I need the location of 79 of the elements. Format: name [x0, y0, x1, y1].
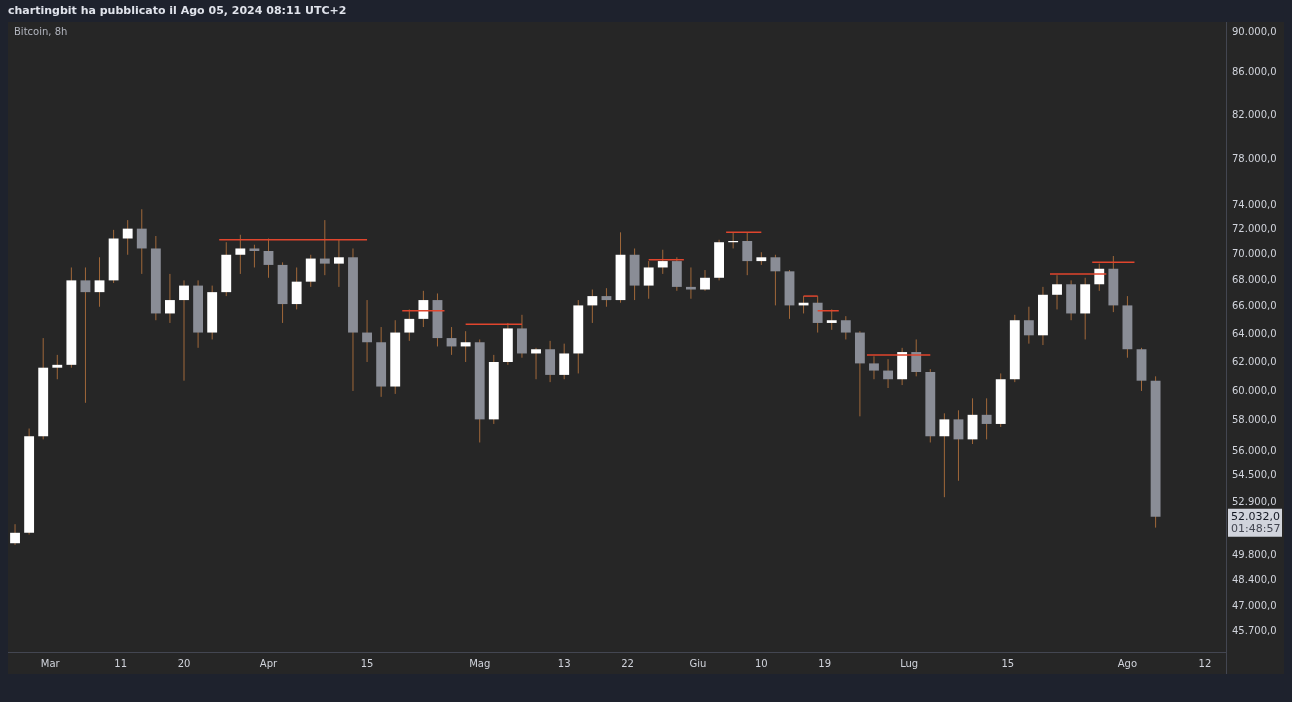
x-tick-label: Giu: [689, 657, 707, 669]
y-tick-label: 72.000,0: [1232, 223, 1277, 235]
candlestick: [911, 338, 922, 377]
x-tick-label: Lug: [900, 657, 919, 669]
y-tick-label: 54.500,0: [1232, 469, 1277, 481]
candlestick: [404, 308, 415, 342]
candlestick: [883, 358, 893, 389]
candlestick: [869, 355, 879, 380]
candlestick: [179, 279, 189, 382]
y-tick-label: 78.000,0: [1232, 152, 1277, 164]
candlestick: [249, 244, 260, 268]
candlestick: [1052, 274, 1062, 310]
candlestick: [333, 239, 344, 288]
x-tick-label: 12: [1198, 657, 1212, 669]
candlestick: [700, 269, 710, 292]
candlestick: [953, 409, 964, 482]
candlestick: [418, 290, 429, 328]
x-tick-label: 15: [360, 657, 374, 669]
candlestick: [531, 347, 541, 380]
y-tick-label: 64.000,0: [1232, 327, 1277, 339]
candlestick: [1023, 306, 1034, 345]
candlestick: [362, 299, 372, 363]
candlestick: [742, 231, 753, 276]
candlestick: [305, 254, 316, 288]
x-tick-label: Mag: [469, 657, 491, 669]
candlestick: [122, 219, 133, 256]
y-tick-label: 45.700,0: [1232, 625, 1277, 637]
candlestick: [136, 208, 147, 275]
x-tick-label: 19: [818, 657, 832, 669]
candlestick: [80, 266, 91, 404]
x-tick-label: 11: [114, 657, 128, 669]
y-tick-label: 58.000,0: [1232, 414, 1277, 426]
candlestick: [10, 523, 20, 546]
y-tick-label: 47.000,0: [1232, 600, 1277, 612]
x-tick-label: 13: [557, 657, 571, 669]
y-tick-label: 56.000,0: [1232, 445, 1277, 457]
candlestick: [165, 273, 175, 324]
x-tick-label: Ago: [1117, 657, 1138, 669]
candlestick: [235, 234, 246, 275]
y-tick-label: 74.000,0: [1232, 199, 1277, 211]
chart-subtitle: Bitcoin, 8h: [14, 25, 68, 37]
candlestick: [460, 330, 471, 363]
candlestick: [52, 354, 63, 380]
y-tick-label: 82.000,0: [1232, 108, 1277, 120]
candlestick: [770, 254, 781, 306]
candlestick: [657, 249, 668, 275]
chart-title: chartingbit ha pubblicato il Ago 05, 2024 08:11 UTC+2: [8, 3, 347, 17]
candlestick: [263, 238, 274, 279]
candlestick: [840, 315, 851, 340]
text: 52.032,0: [1231, 509, 1280, 523]
y-tick-label: 60.000,0: [1232, 384, 1277, 396]
candlestick: [939, 412, 950, 498]
y-tick-label: 52.900,0: [1232, 495, 1277, 507]
candlestick: [587, 289, 598, 324]
candlestick: [601, 287, 612, 308]
y-tick-label: 70.000,0: [1232, 248, 1277, 260]
y-tick-label: 49.800,0: [1232, 549, 1277, 561]
x-tick-label: 20: [177, 657, 191, 669]
text: 01:48:57: [1231, 521, 1281, 535]
candlestick: [291, 266, 302, 310]
x-tick-label: Mar: [40, 657, 61, 669]
x-tick-label: Apr: [259, 657, 279, 669]
candlestick: [812, 295, 823, 334]
y-tick-label: 66.000,0: [1232, 300, 1277, 312]
x-tick-label: 10: [754, 657, 768, 669]
y-tick-label: 68.000,0: [1232, 273, 1277, 285]
y-tick-label: 86.000,0: [1232, 66, 1277, 78]
x-tick-label: 22: [621, 657, 634, 669]
candlestick: [559, 343, 570, 380]
y-tick-label: 62.000,0: [1232, 355, 1277, 367]
candlestick: [643, 260, 654, 300]
candlestick: [981, 397, 992, 440]
y-tick-label: 48.400,0: [1232, 574, 1277, 586]
candlestick: [826, 308, 837, 331]
x-tick-label: 15: [1001, 657, 1015, 669]
candlestick: [319, 219, 330, 276]
y-tick-label: 90.000,0: [1232, 26, 1277, 38]
candlestick: [686, 266, 696, 300]
candlestick: [94, 256, 105, 308]
